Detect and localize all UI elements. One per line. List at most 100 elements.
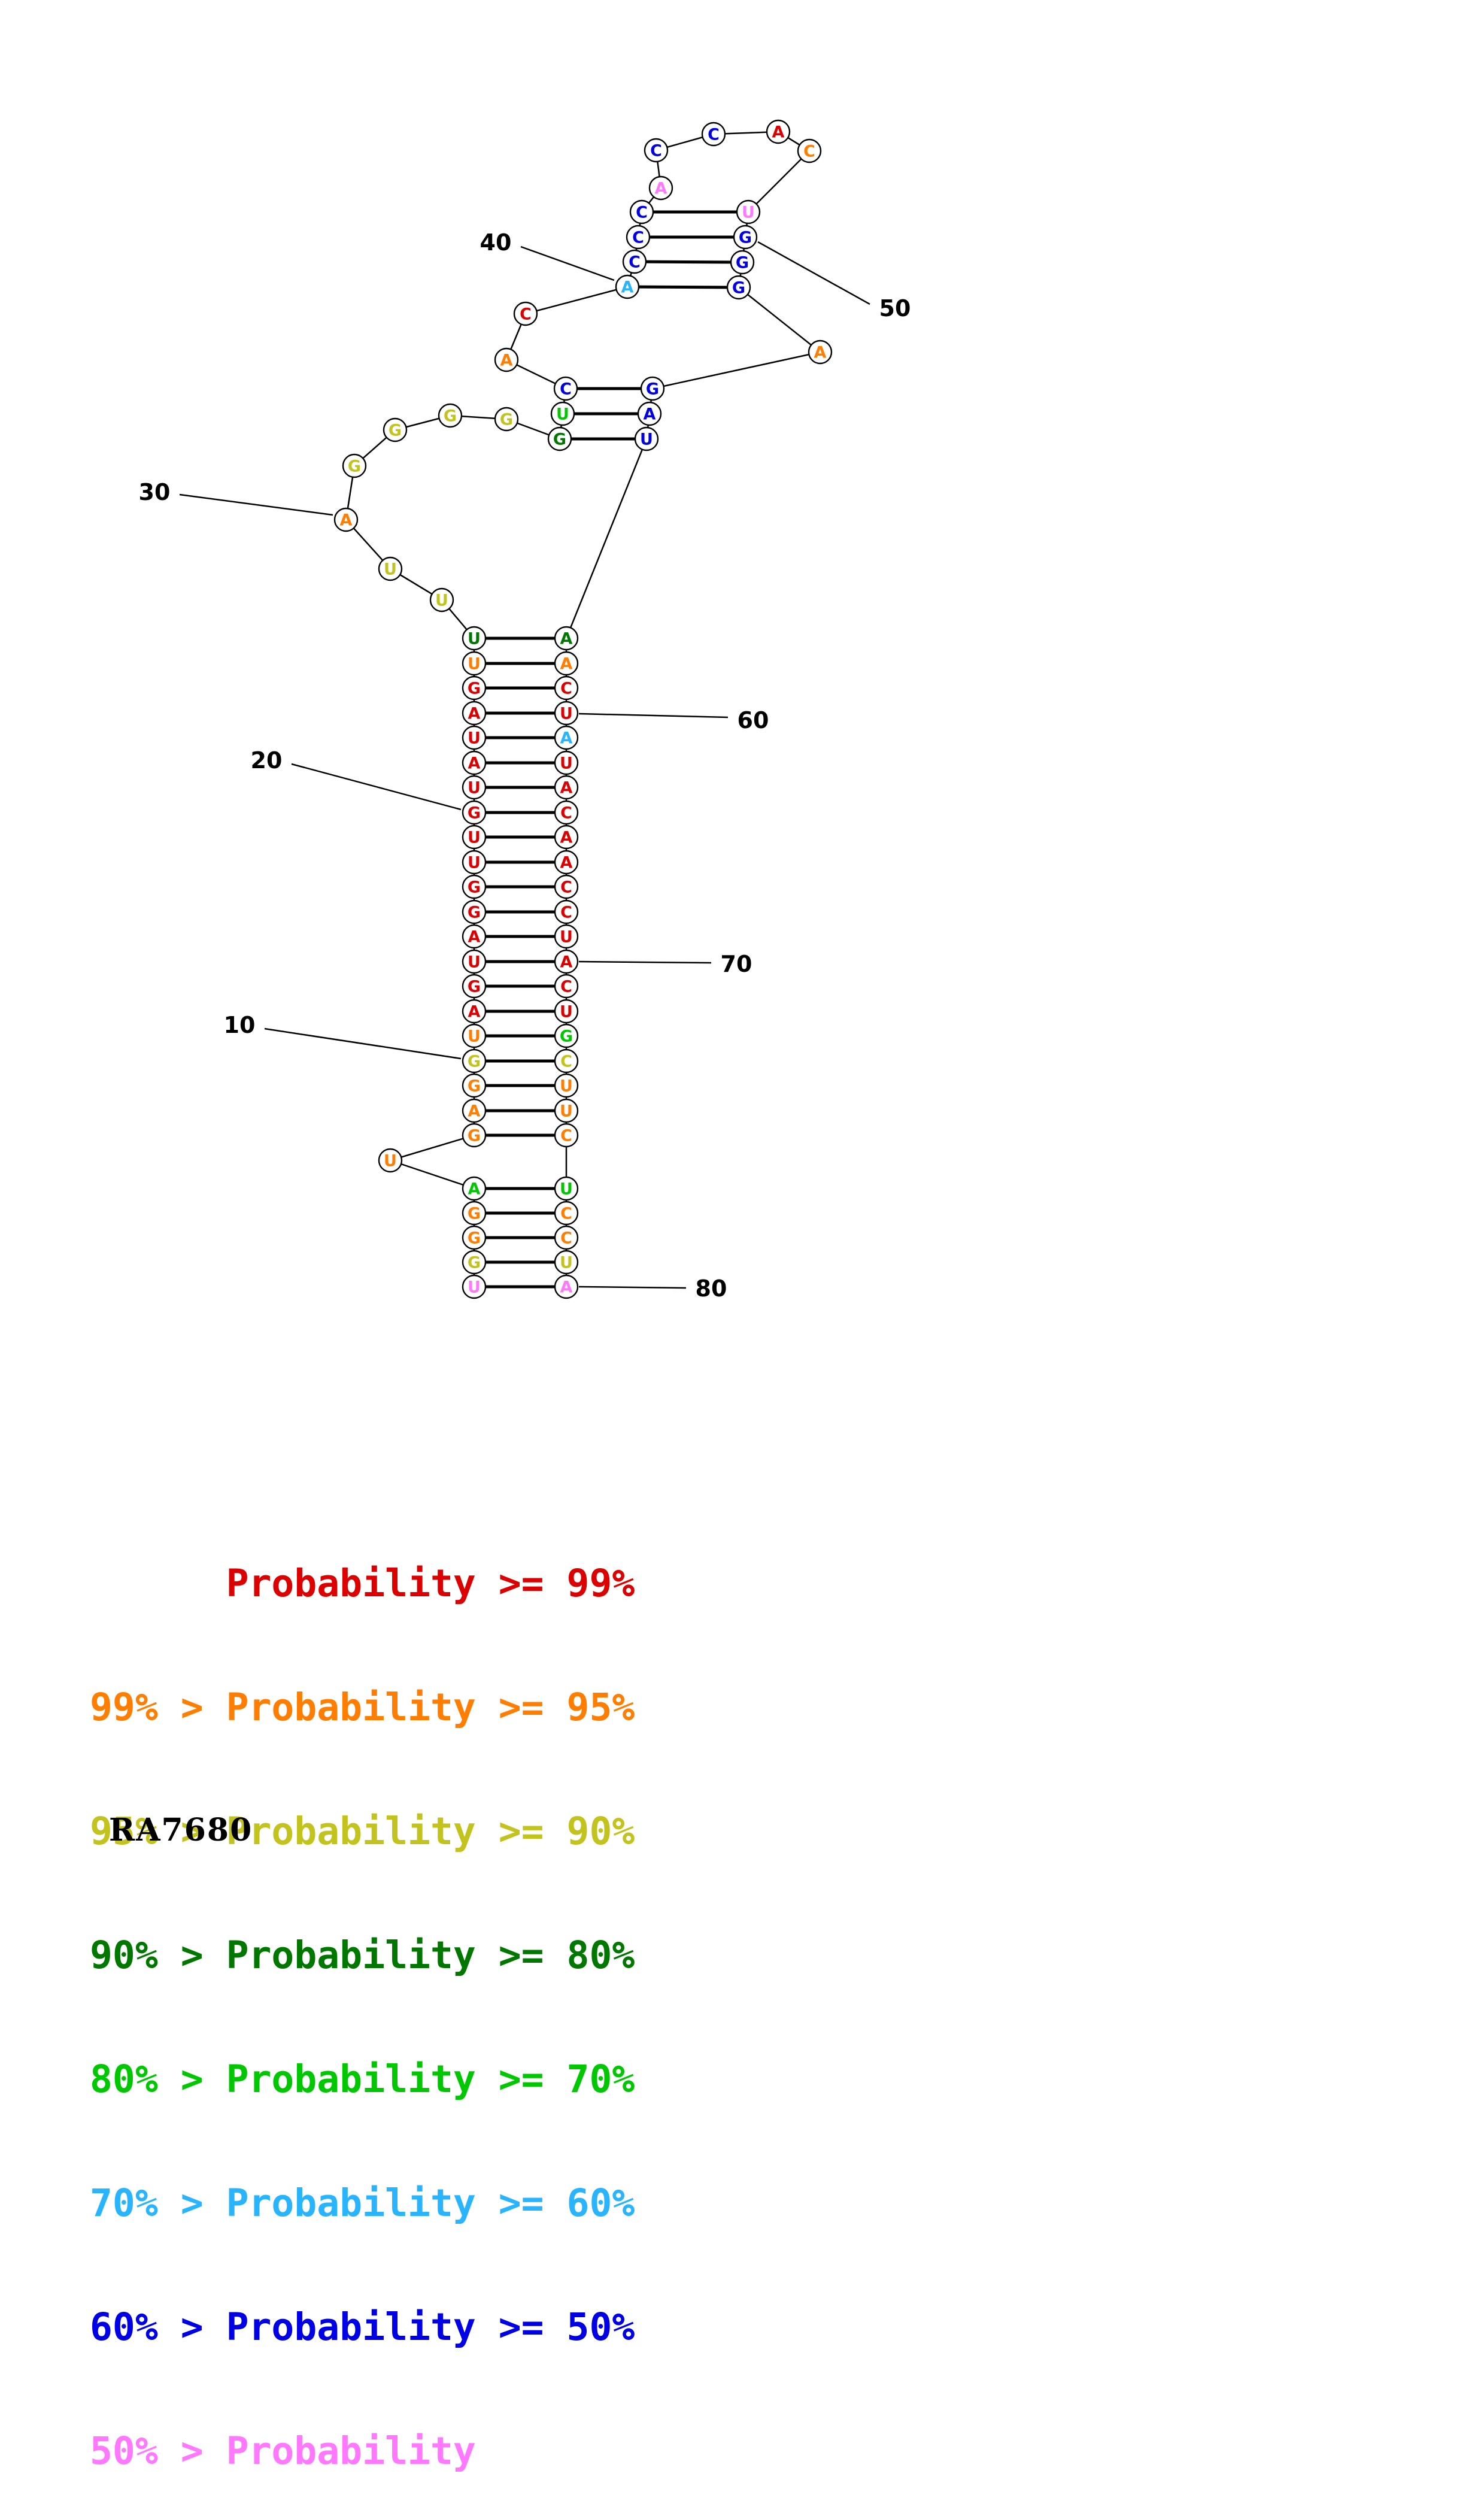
nucleotide-letter: A (468, 928, 481, 947)
nucleotide-letter: G (553, 431, 566, 449)
nucleotide-circle (554, 999, 579, 1024)
nucleotide-circle (644, 138, 669, 163)
label-leader-line (578, 960, 712, 964)
nucleotide-letter: G (468, 1077, 481, 1096)
nucleotide-circle (462, 899, 487, 924)
nucleotide-letter: A (772, 123, 785, 142)
nucleotide-letter: U (384, 1152, 397, 1171)
nucleotide-letter: G (468, 1205, 481, 1223)
nucleotide-circle (766, 119, 791, 144)
nucleotide-letter: G (646, 380, 659, 399)
nucleotide-circle (554, 949, 579, 974)
nucleotide-letter: U (560, 1254, 573, 1272)
nucleotide-letter: U (556, 405, 569, 424)
nucleotide-letter: U (468, 1278, 481, 1297)
nucleotide-circle (462, 1048, 487, 1074)
nucleotide-letter: C (560, 680, 572, 698)
label-leader-line (179, 493, 333, 516)
nucleotide-letter: U (468, 854, 481, 872)
nucleotide-circle (462, 1225, 487, 1250)
nucleotide-letter: U (560, 928, 573, 947)
nucleotide-letter: C (520, 305, 532, 324)
nucleotide-circle (462, 750, 487, 775)
legend-line-p99: Probability >= 99% (90, 1562, 635, 1605)
position-label: 50 (879, 295, 911, 322)
nucleotide-letter: C (650, 142, 662, 160)
nucleotide-letter: G (468, 1127, 481, 1145)
nucleotide-circle (494, 347, 519, 372)
nucleotide-circle (554, 974, 579, 999)
label-leader-line (578, 1286, 687, 1289)
nucleotide-circle (462, 1201, 487, 1226)
nucleotide-letter: U (560, 1077, 573, 1096)
nucleotide-circle (736, 199, 761, 225)
legend-line-p95: 99% > Probability >= 95% (90, 1686, 635, 1729)
nucleotide-circle (513, 301, 538, 326)
nucleotide-letter: U (384, 560, 397, 579)
nucleotide-letter: U (742, 204, 755, 222)
nucleotide-circle (462, 725, 487, 750)
nucleotide-circle (797, 138, 822, 163)
nucleotide-circle (634, 426, 659, 451)
nucleotide-circle (554, 800, 579, 825)
nucleotide-letter: G (736, 254, 749, 272)
position-label: 10 (224, 1012, 256, 1038)
nucleotide-letter: C (560, 1229, 572, 1248)
nucleotide-circle (554, 1123, 579, 1148)
nucleotide-circle (554, 675, 579, 701)
backbone-bond (390, 1134, 475, 1162)
nucleotide-circle (554, 701, 579, 726)
nucleotide-circle (554, 1250, 579, 1275)
nucleotide-circle (615, 274, 640, 299)
nucleotide-letter: A (814, 344, 827, 362)
nucleotide-circle (554, 725, 579, 750)
nucleotide-circle (462, 1073, 487, 1098)
nucleotide-circle (462, 1123, 487, 1148)
nucleotide-circle (333, 507, 359, 532)
nucleotide-circle (554, 1073, 579, 1098)
nucleotide-circle (494, 407, 519, 432)
nucleotide-circle (554, 775, 579, 800)
nucleotide-letter: A (560, 729, 573, 748)
nucleotide-letter: C (560, 1127, 572, 1145)
backbone-bond (390, 1159, 475, 1190)
nucleotide-letter: A (560, 655, 573, 674)
nucleotide-letter: A (560, 630, 573, 648)
nucleotide-circle (342, 453, 367, 478)
backbone-bond (525, 286, 628, 315)
label-leader-line (520, 245, 615, 281)
probability-legend: Probability >= 99% 99% > Probability >= … (90, 1480, 635, 2513)
nucleotide-circle (462, 949, 487, 974)
nucleotide-letter: G (500, 411, 513, 429)
nucleotide-circle (733, 225, 758, 250)
nucleotide-letter: A (468, 705, 481, 723)
nucleotide-circle (553, 376, 578, 401)
legend-line-below50: 50% > Probability (90, 2429, 476, 2473)
legend-line-p70: 80% > Probability >= 70% (90, 2057, 635, 2101)
nucleotide-letter: A (560, 953, 573, 972)
nucleotide-letter: A (560, 854, 573, 872)
nucleotide-circle (726, 275, 751, 300)
nucleotide-letter: U (560, 705, 573, 723)
nucleotide-letter: U (468, 779, 481, 798)
nucleotide-letter: A (468, 754, 481, 773)
nucleotide-letter: G (468, 878, 481, 897)
nucleotide-letter: G (468, 1254, 481, 1272)
nucleotide-letter: G (468, 1229, 481, 1248)
position-label: 80 (696, 1275, 727, 1302)
nucleotide-letter: C (560, 904, 572, 922)
label-leader-line (578, 713, 729, 719)
nucleotide-letter: U (468, 953, 481, 972)
nucleotide-circle (554, 626, 579, 651)
nucleotide-circle (554, 1023, 579, 1048)
nucleotide-circle (462, 824, 487, 850)
nucleotide-circle (554, 1225, 579, 1250)
structure-title: RA7680 (109, 1812, 253, 1848)
nucleotide-circle (429, 587, 454, 613)
nucleotide-letter: C (632, 229, 644, 247)
nucleotide-circle (462, 850, 487, 875)
nucleotide-circle (637, 401, 662, 426)
nucleotide-letter: G (348, 457, 361, 476)
nucleotide-circle (554, 1048, 579, 1074)
nucleotide-letter: G (468, 680, 481, 698)
